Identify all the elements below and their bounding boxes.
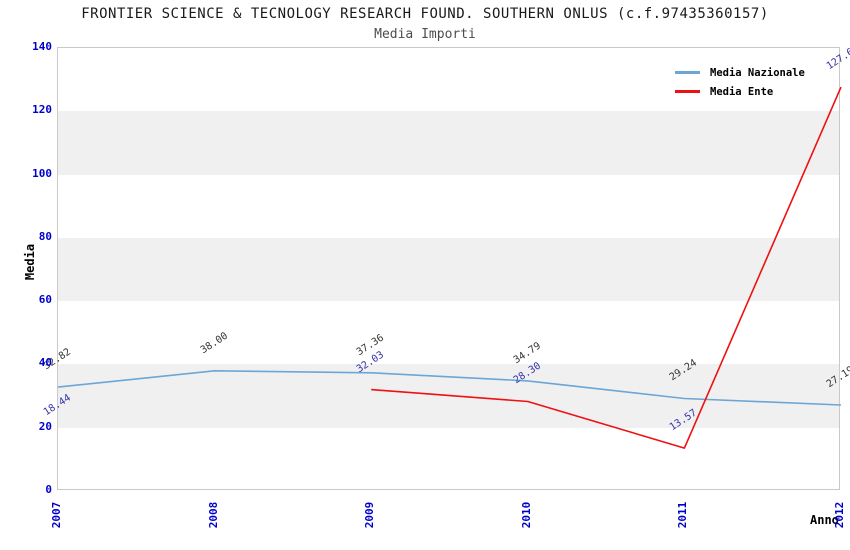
series-lines (57, 86, 842, 449)
legend-label: Media Nazionale (710, 66, 805, 79)
legend-swatch-media-nazionale (675, 71, 700, 74)
chart-subtitle: Media Importi (374, 27, 476, 42)
series-line-media-ente (371, 86, 842, 449)
y-tick-label: 80 (38, 229, 52, 243)
x-tick-label: 2007 (50, 501, 63, 529)
y-tick-label: 40 (38, 356, 52, 370)
x-tick-label: 2011 (676, 501, 690, 529)
x-tick-label: 2009 (363, 501, 377, 529)
y-tick-label: 0 (45, 483, 52, 496)
legend-swatch-media-ente (675, 90, 700, 93)
legend-label: Media Ente (710, 85, 774, 98)
legend-item-media-nazionale: Media Nazionale (675, 63, 805, 82)
legend-item-media-ente: Media Ente (675, 82, 805, 101)
x-tick-label: 2012 (833, 501, 846, 529)
y-tick-label: 60 (38, 293, 52, 307)
plot-area: 32.82 38.00 37.36 34.79 29.24 27.19 18.44 32.03… (42, 43, 850, 490)
y-axis-title: Media (23, 243, 38, 281)
chart-title: FRONTIER SCIENCE & TECNOLOGY RESEARCH FO… (81, 6, 769, 22)
legend: Media Nazionale Media Ente (675, 63, 805, 101)
grid-band (58, 237, 839, 302)
y-tick-label: 140 (32, 40, 52, 53)
x-tick-label: 2008 (206, 501, 220, 529)
x-axis-title: Anno (810, 513, 839, 527)
grid-band (58, 111, 839, 175)
y-tick-label: 20 (38, 419, 52, 433)
y-tick-label: 100 (32, 166, 52, 180)
y-tick-label: 120 (32, 103, 52, 117)
series-line-media-nazionale (57, 370, 842, 406)
x-tick-label: 2010 (519, 501, 533, 529)
